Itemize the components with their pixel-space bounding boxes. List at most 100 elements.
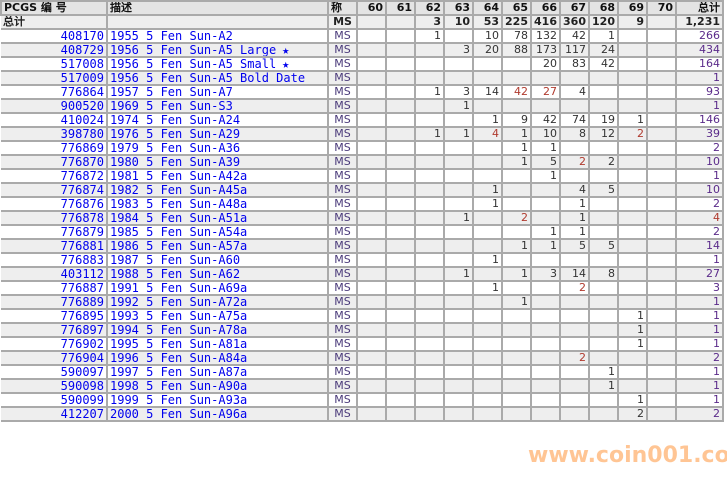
description-text[interactable]: 1956 5 Fen Sun-A5 Bold Date (110, 71, 306, 85)
grade-count-69[interactable]: 1 (617, 392, 648, 408)
row-total[interactable]: 1 (675, 70, 724, 86)
grade-count-66[interactable]: 1 (530, 238, 561, 254)
description-text[interactable]: 1957 5 Fen Sun-A7 (110, 85, 233, 99)
description-link[interactable]: 1992 5 Fen Sun-A72a (106, 294, 329, 310)
grade-count-65[interactable]: 2 (501, 210, 532, 226)
description-link[interactable]: 1988 5 Fen Sun-A62 (106, 266, 329, 282)
grade-count-64[interactable]: 1 (472, 280, 503, 296)
row-total[interactable]: 39 (675, 126, 724, 142)
grade-count-68[interactable]: 8 (588, 266, 619, 282)
grade-count-67[interactable]: 83 (559, 56, 590, 72)
description-text[interactable]: 1956 5 Fen Sun-A5 Small (110, 57, 277, 71)
grade-count-66[interactable]: 5 (530, 154, 561, 170)
description-link[interactable]: 1994 5 Fen Sun-A78a (106, 322, 329, 338)
grade-count-66[interactable]: 27 (530, 84, 561, 100)
description-link[interactable]: 1969 5 Fen Sun-S3 (106, 98, 329, 114)
grade-count-65[interactable]: 1 (501, 238, 532, 254)
grade-count-65[interactable]: 1 (501, 266, 532, 282)
pcgs-number-link[interactable]: 412207 (1, 406, 108, 422)
pcgs-number-link[interactable]: 398780 (1, 126, 108, 142)
description-link[interactable]: 1956 5 Fen Sun-A5 Small ★ (106, 56, 329, 72)
grade-count-67[interactable]: 1 (559, 210, 590, 226)
row-total[interactable]: 27 (675, 266, 724, 282)
header-grade-68[interactable]: 68 (588, 0, 619, 16)
pcgs-number-link[interactable]: 408170 (1, 28, 108, 44)
row-total[interactable]: 1 (675, 294, 724, 310)
description-text[interactable]: 1994 5 Fen Sun-A78a (110, 323, 248, 337)
grade-count-66[interactable]: 132 (530, 28, 561, 44)
grade-count-64[interactable]: 1 (472, 196, 503, 212)
header-pcgs-number[interactable]: PCGS 编 号 (0, 0, 108, 16)
pcgs-number-link[interactable]: 590099 (1, 392, 108, 408)
grade-count-66[interactable]: 1 (530, 168, 561, 184)
description-text[interactable]: 1976 5 Fen Sun-A29 (110, 127, 241, 141)
description-link[interactable]: 1976 5 Fen Sun-A29 (106, 126, 329, 142)
pcgs-number-link[interactable]: 776883 (1, 252, 108, 268)
grade-count-66[interactable]: 3 (530, 266, 561, 282)
grade-count-63[interactable]: 3 (443, 84, 474, 100)
row-total[interactable]: 1 (675, 168, 724, 184)
grade-count-67[interactable]: 14 (559, 266, 590, 282)
pcgs-number-link[interactable]: 408729 (1, 42, 108, 58)
row-total[interactable]: 4 (675, 210, 724, 226)
grade-count-64[interactable]: 1 (472, 252, 503, 268)
row-total[interactable]: 1 (675, 98, 724, 114)
description-text[interactable]: 1987 5 Fen Sun-A60 (110, 253, 241, 267)
grade-count-66[interactable]: 1 (530, 140, 561, 156)
grade-count-68[interactable]: 5 (588, 238, 619, 254)
pcgs-number-link[interactable]: 776869 (1, 140, 108, 156)
grade-count-65[interactable]: 9 (501, 112, 532, 128)
description-link[interactable]: 1993 5 Fen Sun-A75a (106, 308, 329, 324)
description-text[interactable]: 1982 5 Fen Sun-A45a (110, 183, 248, 197)
pcgs-number-link[interactable]: 776887 (1, 280, 108, 296)
header-description[interactable]: 描述 (106, 0, 329, 16)
grade-count-65[interactable]: 1 (501, 294, 532, 310)
description-text[interactable]: 1984 5 Fen Sun-A51a (110, 211, 248, 225)
grade-count-69[interactable]: 1 (617, 322, 648, 338)
grade-count-67[interactable]: 1 (559, 224, 590, 240)
header-grade-70[interactable]: 70 (646, 0, 677, 16)
row-total[interactable]: 2 (675, 350, 724, 366)
row-total[interactable]: 1 (675, 308, 724, 324)
description-link[interactable]: 1987 5 Fen Sun-A60 (106, 252, 329, 268)
description-text[interactable]: 1993 5 Fen Sun-A75a (110, 309, 248, 323)
description-text[interactable]: 1981 5 Fen Sun-A42a (110, 169, 248, 183)
grade-count-68[interactable]: 12 (588, 126, 619, 142)
grade-count-68[interactable]: 1 (588, 378, 619, 394)
description-text[interactable]: 1983 5 Fen Sun-A48a (110, 197, 248, 211)
header-grade-65[interactable]: 65 (501, 0, 532, 16)
description-text[interactable]: 2000 5 Fen Sun-A96a (110, 407, 248, 421)
grade-count-64[interactable]: 10 (472, 28, 503, 44)
header-grade-63[interactable]: 63 (443, 0, 474, 16)
row-total[interactable]: 2 (675, 196, 724, 212)
grade-count-62[interactable]: 1 (414, 84, 445, 100)
header-grade-60[interactable]: 60 (356, 0, 387, 16)
header-grade-64[interactable]: 64 (472, 0, 503, 16)
row-total[interactable]: 1 (675, 392, 724, 408)
header-grade-66[interactable]: 66 (530, 0, 561, 16)
row-total[interactable]: 1 (675, 336, 724, 352)
pcgs-number-link[interactable]: 403112 (1, 266, 108, 282)
grade-count-67[interactable]: 2 (559, 280, 590, 296)
pcgs-number-link[interactable]: 900520 (1, 98, 108, 114)
description-link[interactable]: 1997 5 Fen Sun-A87a (106, 364, 329, 380)
grade-count-66[interactable]: 20 (530, 56, 561, 72)
grade-count-65[interactable]: 1 (501, 126, 532, 142)
grade-count-68[interactable]: 5 (588, 182, 619, 198)
description-link[interactable]: 1979 5 Fen Sun-A36 (106, 140, 329, 156)
grade-count-67[interactable]: 1 (559, 196, 590, 212)
grade-count-63[interactable]: 3 (443, 42, 474, 58)
description-link[interactable]: 1982 5 Fen Sun-A45a (106, 182, 329, 198)
pcgs-number-link[interactable]: 776870 (1, 154, 108, 170)
grade-count-69[interactable]: 1 (617, 308, 648, 324)
grade-count-68[interactable]: 1 (588, 364, 619, 380)
description-link[interactable]: 2000 5 Fen Sun-A96a (106, 406, 329, 422)
pcgs-number-link[interactable]: 776878 (1, 210, 108, 226)
row-total[interactable]: 14 (675, 238, 724, 254)
header-grade-62[interactable]: 62 (414, 0, 445, 16)
row-total[interactable]: 2 (675, 224, 724, 240)
grade-count-69[interactable]: 2 (617, 126, 648, 142)
grade-count-65[interactable]: 78 (501, 28, 532, 44)
pcgs-number-link[interactable]: 776876 (1, 196, 108, 212)
row-total[interactable]: 1 (675, 252, 724, 268)
